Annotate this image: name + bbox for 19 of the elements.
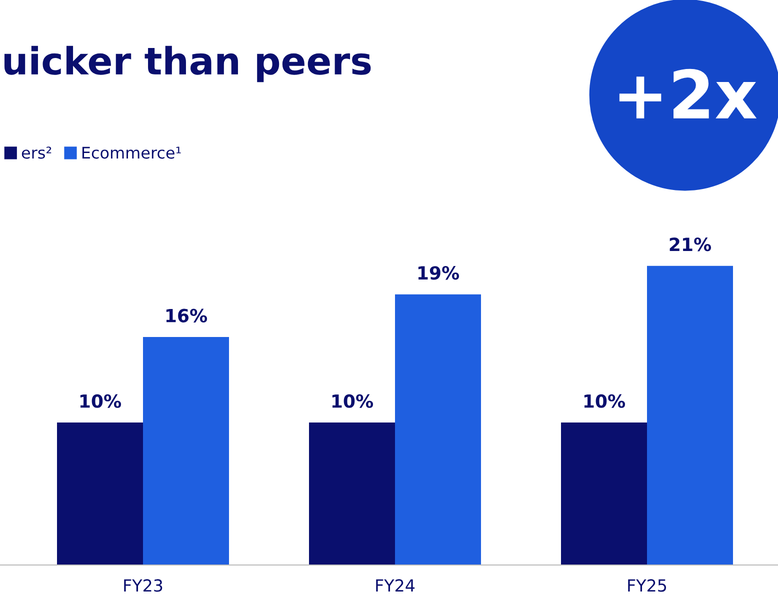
data-label: 10% bbox=[584, 394, 626, 408]
bar bbox=[647, 266, 733, 565]
data-label: 10% bbox=[80, 394, 122, 408]
text: +2x bbox=[619, 68, 757, 118]
data-label: 16% bbox=[166, 308, 208, 322]
x-tick-label: FY24 bbox=[376, 579, 415, 592]
bar bbox=[309, 422, 395, 565]
data-label: 21% bbox=[670, 238, 712, 252]
x-tick-label: FY23 bbox=[124, 579, 162, 592]
x-tick-label: FY25 bbox=[628, 579, 666, 592]
bar bbox=[57, 422, 143, 565]
data-label: 10% bbox=[332, 394, 374, 408]
chart-title: uicker than peers bbox=[4, 46, 371, 82]
legend-label: ers² bbox=[22, 146, 52, 159]
bar bbox=[561, 422, 647, 565]
data-label: 19% bbox=[418, 266, 460, 280]
bar bbox=[395, 294, 481, 565]
legend-label: Ecommerce¹ bbox=[82, 146, 181, 159]
bar bbox=[143, 337, 229, 565]
